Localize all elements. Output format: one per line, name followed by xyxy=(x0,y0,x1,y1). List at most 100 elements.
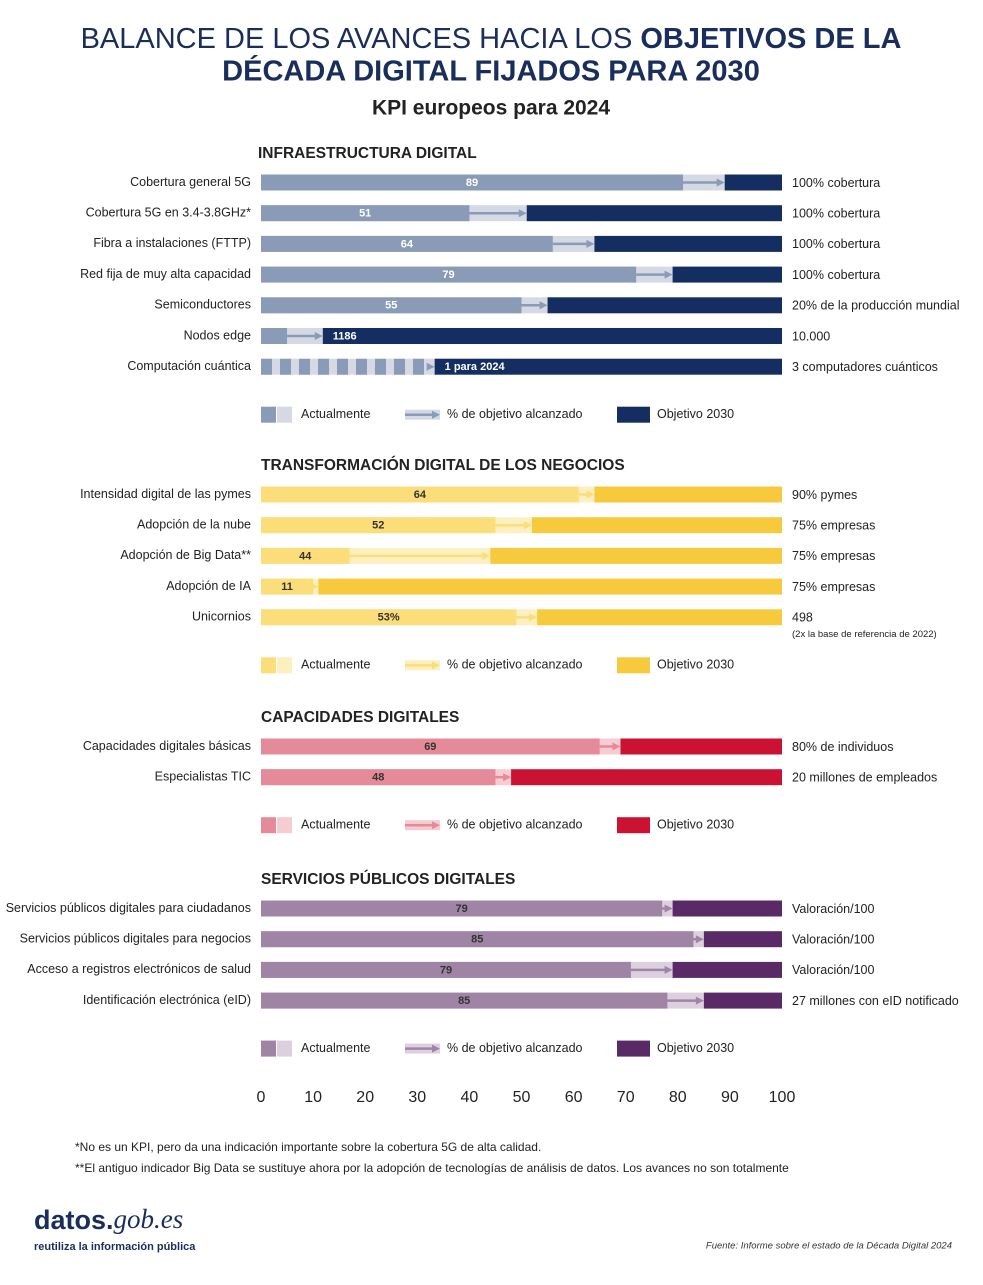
current-bar xyxy=(261,738,600,755)
logo-second: gob.es xyxy=(114,1204,184,1234)
section-title: SERVICIOS PÚBLICOS DIGITALES xyxy=(261,870,515,888)
progress-arrow xyxy=(469,209,527,218)
target-label: Valoración/100 xyxy=(792,932,875,946)
value-label: 48 xyxy=(372,772,384,784)
value-label: 69 xyxy=(424,741,436,753)
logo-tagline: reutiliza la información pública xyxy=(34,1241,196,1253)
value-label: 1 para 2024 xyxy=(445,361,506,373)
x-tick-label: 0 xyxy=(257,1089,266,1106)
value-label: 52 xyxy=(372,520,384,532)
target-note: (2x la base de referencia de 2022) xyxy=(792,629,937,640)
value-label: 44 xyxy=(299,550,312,562)
arrow-head xyxy=(586,490,595,499)
target-label: 100% cobertura xyxy=(792,206,880,220)
target-label: 90% pymes xyxy=(792,488,857,502)
category-label: Adopción de IA xyxy=(166,579,251,593)
progress-arrow xyxy=(516,613,538,622)
current-bar xyxy=(261,578,314,595)
x-tick-label: 70 xyxy=(617,1089,635,1106)
target-bar xyxy=(511,769,782,786)
arrow-head xyxy=(426,362,435,371)
target-bar xyxy=(434,358,782,375)
x-tick-label: 30 xyxy=(408,1089,426,1106)
subtitle: KPI europeos para 2024 xyxy=(372,97,610,120)
target-bar xyxy=(672,266,782,283)
category-label: Red fija de muy alta capacidad xyxy=(80,267,251,281)
progress-arrow xyxy=(287,332,323,340)
current-bar xyxy=(261,961,631,978)
target-label: 10.000 xyxy=(792,329,830,343)
target-bar xyxy=(547,297,782,314)
target-bar xyxy=(672,961,782,978)
arrow-head xyxy=(314,332,323,340)
legend-label: Actualmente xyxy=(301,407,371,421)
value-label: 89 xyxy=(466,177,478,189)
current-bar xyxy=(261,900,663,917)
footnote: *No es un KPI, pero da una indicación im… xyxy=(75,1140,541,1154)
legend-swatch xyxy=(617,1040,650,1057)
arrow-head xyxy=(529,613,538,622)
category-label: Unicornios xyxy=(192,610,251,624)
legend-label: % de objetivo alcanzado xyxy=(447,1041,583,1055)
legend-arrow-head xyxy=(432,410,440,419)
category-label: Identificación electrónica (eID) xyxy=(83,993,251,1007)
current-bar xyxy=(261,486,579,503)
category-label: Cobertura general 5G xyxy=(130,175,251,189)
progress-arrow xyxy=(662,904,673,913)
x-tick-label: 20 xyxy=(356,1089,374,1106)
target-label: 80% de individuos xyxy=(792,740,893,754)
current-bar xyxy=(261,931,694,948)
current-bar xyxy=(261,205,470,222)
category-label: Computación cuántica xyxy=(127,359,251,373)
current-bar xyxy=(261,517,496,534)
current-bar xyxy=(261,297,522,314)
arrow-head xyxy=(664,965,673,974)
legend-swatch xyxy=(277,406,292,423)
value-label: 1186 xyxy=(333,330,357,342)
category-label: Adopción de Big Data** xyxy=(120,548,251,562)
arrow-head xyxy=(310,582,319,591)
legend-label: Actualmente xyxy=(301,658,371,672)
target-label: 100% cobertura xyxy=(792,237,880,251)
value-label: 64 xyxy=(414,489,427,501)
target-label: 20% de la producción mundial xyxy=(792,299,959,313)
target-label: 498 xyxy=(792,611,813,625)
target-bar xyxy=(594,486,782,503)
target-label: 75% empresas xyxy=(792,580,875,594)
target-bar xyxy=(672,900,782,917)
arrow-head xyxy=(612,742,621,751)
category-label: Nodos edge xyxy=(184,328,251,342)
target-bar xyxy=(531,517,782,534)
legend-label: Objetivo 2030 xyxy=(657,658,734,672)
legend-swatch xyxy=(617,817,650,834)
arrow-head xyxy=(539,301,548,310)
legend-arrow-head xyxy=(432,1044,440,1053)
title-line-1: BALANCE DE LOS AVANCES HACIA LOS OBJETIV… xyxy=(81,23,902,55)
progress-arrow xyxy=(521,301,548,310)
section-title: INFRAESTRUCTURA DIGITAL xyxy=(258,145,477,162)
x-tick-label: 90 xyxy=(721,1089,739,1106)
source: Fuente: Informe sobre el estado de la Dé… xyxy=(706,1241,952,1252)
current-bar xyxy=(261,547,350,564)
arrow-head xyxy=(695,935,704,944)
legend-swatch xyxy=(261,817,276,834)
progress-arrow xyxy=(426,362,435,371)
legend-label: Objetivo 2030 xyxy=(657,407,734,421)
progress-arrow xyxy=(495,521,532,530)
arrow-head xyxy=(586,239,595,248)
value-label: 85 xyxy=(458,995,470,1007)
target-label: 75% empresas xyxy=(792,518,875,532)
value-label: 79 xyxy=(455,903,467,915)
legend-swatch xyxy=(261,406,276,423)
logo: datos.gob.es xyxy=(34,1204,183,1235)
target-bar xyxy=(594,235,782,252)
value-label: 85 xyxy=(471,934,483,946)
x-tick-label: 80 xyxy=(669,1089,687,1106)
legend-swatch xyxy=(277,657,292,674)
legend-arrow-head xyxy=(432,821,440,830)
category-label: Especialistas TIC xyxy=(155,769,251,783)
title-bold: OBJETIVOS DE LA xyxy=(640,23,901,55)
arrow-head xyxy=(664,904,673,913)
